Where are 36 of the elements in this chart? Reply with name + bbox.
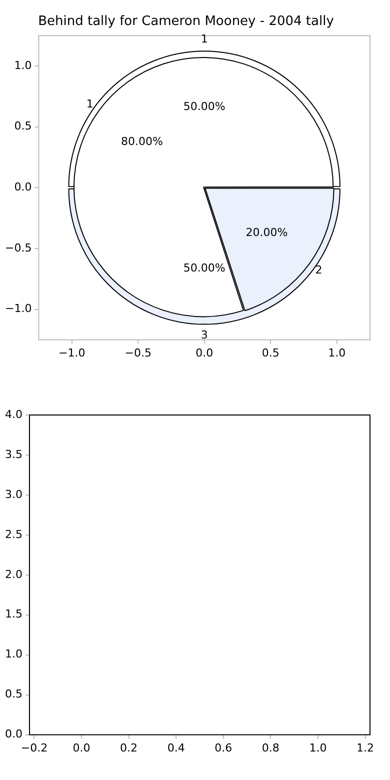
x-tick-label: 0.5 [262,346,280,360]
y-tick-label: 1.5 [4,608,22,621]
data-label: 80.00% [120,135,163,148]
x-tick-label: 0.0 [196,346,214,360]
chart-title: Behind tally for Cameron Mooney - 2004 tally [38,14,334,30]
x-tick-label: −1.0 [58,346,86,360]
y-tick-label: 0.5 [4,688,22,701]
data-label: 20.00% [246,226,288,239]
y-tick-label: 4.0 [4,408,22,421]
y-tick-label: 1.0 [14,58,32,72]
category-label: 3 [200,328,208,342]
x-tick-label: 1.0 [328,346,346,360]
y-tick-label: 0.5 [14,120,32,133]
x-tick-label: 1.0 [309,741,327,754]
y-tick-label: 0.0 [4,728,22,741]
y-tick-label: 3.5 [4,448,22,461]
y-tick-label: −1.0 [4,302,32,316]
x-tick-label: 0.4 [167,741,185,754]
slice-label: 2 [315,264,322,277]
y-tick-label: 3.0 [4,488,22,501]
y-tick-label: 0.0 [14,180,32,194]
x-tick-label: 1.2 [356,741,374,754]
slice-label: 1 [86,97,94,110]
x-tick-label: −0.2 [20,741,48,754]
x-tick-label: −0.5 [124,346,152,360]
text: 50.00% [183,261,226,274]
x-tick-label: 0.2 [120,741,138,754]
y-tick-label: 2.5 [4,528,22,541]
slice-label: 1 [200,32,208,46]
x-tick-label: 0.8 [262,741,280,754]
x-tick-label: 0.6 [214,741,232,754]
y-tick-label: 2.0 [4,568,22,581]
y-tick-label: 1.0 [4,648,22,661]
x-tick-label: 0.0 [72,741,90,754]
text: 50.00% [183,100,226,113]
y-tick-label: −0.5 [4,241,32,254]
